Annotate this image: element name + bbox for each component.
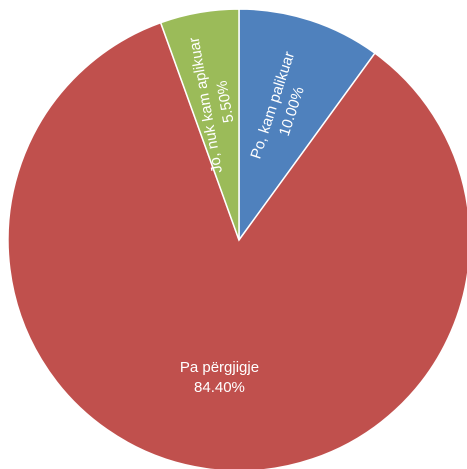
pie-slice [238,8,376,243]
slice-label: Pa përgjigje 84.40% [180,359,259,396]
pie-slice [159,8,240,241]
slice-value: 84.40% [194,379,245,396]
slice-category: Pa përgjigje [180,359,259,376]
